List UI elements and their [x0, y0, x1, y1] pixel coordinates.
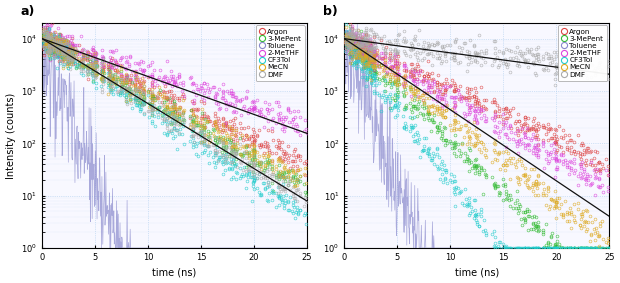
Legend: Argon, 3-MePent, Toluene, 2-MeTHF, CF3Tol, MeCN, DMF: Argon, 3-MePent, Toluene, 2-MeTHF, CF3To… [255, 25, 305, 81]
Y-axis label: Intensity (counts): Intensity (counts) [6, 92, 16, 179]
Text: b): b) [323, 5, 338, 18]
Legend: Argon, 3-MePent, Toluene, 2-MeTHF, CF3Tol, MeCN, DMF: Argon, 3-MePent, Toluene, 2-MeTHF, CF3To… [558, 25, 607, 81]
Text: a): a) [21, 5, 35, 18]
X-axis label: time (ns): time (ns) [153, 267, 197, 277]
X-axis label: time (ns): time (ns) [454, 267, 499, 277]
